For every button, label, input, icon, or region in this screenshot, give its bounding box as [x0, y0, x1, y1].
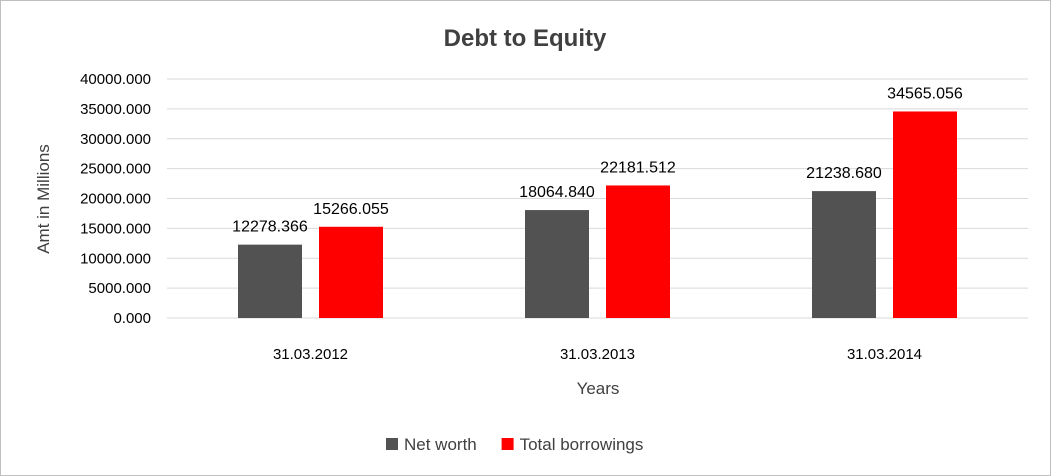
legend-label: Net worth [404, 435, 477, 454]
bar [606, 185, 670, 318]
bar [525, 210, 589, 318]
data-label: 21238.680 [806, 165, 882, 182]
x-tick-label: 31.03.2012 [273, 346, 348, 363]
x-axis-title: Years [577, 379, 620, 398]
legend: Net worth Total borrowings [386, 435, 643, 454]
data-label: 22181.512 [600, 159, 676, 176]
y-axis-ticks: 0.000 5000.000 10000.000 15000.000 20000.000… [80, 71, 151, 327]
x-axis-ticks: 31.03.2012 31.03.2013 31.03.2014 [273, 346, 922, 363]
y-tick-label: 10000.000 [80, 250, 151, 267]
data-label: 15266.055 [313, 201, 389, 218]
bar [893, 111, 957, 319]
x-tick-label: 31.03.2014 [847, 346, 922, 363]
bar [319, 226, 383, 318]
y-tick-label: 0.000 [113, 310, 151, 327]
gridlines [167, 78, 1028, 319]
data-label: 12278.366 [232, 219, 308, 236]
chart-title: Debt to Equity [444, 25, 607, 52]
y-tick-label: 20000.000 [80, 191, 151, 208]
bar [812, 191, 876, 318]
y-tick-label: 15000.000 [80, 220, 151, 237]
bars [238, 111, 957, 319]
y-axis-title: Amt in Millions [34, 144, 53, 254]
y-tick-label: 5000.000 [88, 280, 151, 297]
legend-label: Total borrowings [520, 435, 644, 454]
x-tick-label: 31.03.2013 [560, 346, 635, 363]
y-tick-label: 35000.000 [80, 101, 151, 118]
y-tick-label: 30000.000 [80, 131, 151, 148]
data-label: 34565.056 [887, 85, 963, 102]
data-label: 18064.840 [519, 184, 595, 201]
data-labels: 12278.366 15266.055 18064.840 22181.512 2123… [232, 85, 963, 235]
legend-swatch [501, 438, 514, 450]
y-tick-label: 40000.000 [80, 71, 151, 88]
y-tick-label: 25000.000 [80, 161, 151, 178]
legend-swatch [386, 438, 398, 450]
bar [238, 244, 302, 318]
